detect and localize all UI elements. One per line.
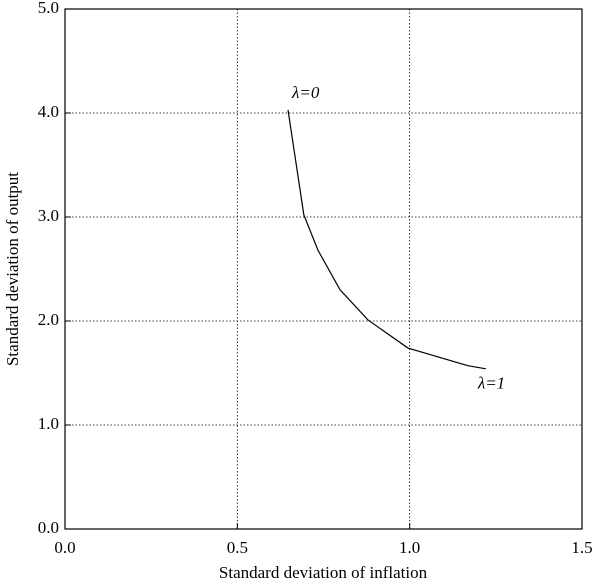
y-tick-label: 2.0: [38, 310, 59, 329]
line: [287, 109, 486, 370]
x-tick-label: 1.0: [399, 538, 420, 557]
x-tick-label: 1.5: [571, 538, 592, 557]
y-tick-label: 5.0: [38, 0, 59, 17]
x-tick-label: 0.0: [54, 538, 75, 557]
y-axis-label: Standard deviation of output: [3, 172, 22, 366]
annotation: λ=0: [291, 83, 320, 102]
x-axis-label: Standard deviation of inflation: [219, 563, 428, 582]
x-tick-label: 0.5: [227, 538, 248, 557]
y-tick-label: 1.0: [38, 414, 59, 433]
y-tick-label: 4.0: [38, 102, 59, 121]
plot-frame: [64, 8, 583, 530]
y-tick-label: 0.0: [38, 518, 59, 537]
y-tick-label: 3.0: [38, 206, 59, 225]
annotation: λ=1: [477, 374, 505, 393]
